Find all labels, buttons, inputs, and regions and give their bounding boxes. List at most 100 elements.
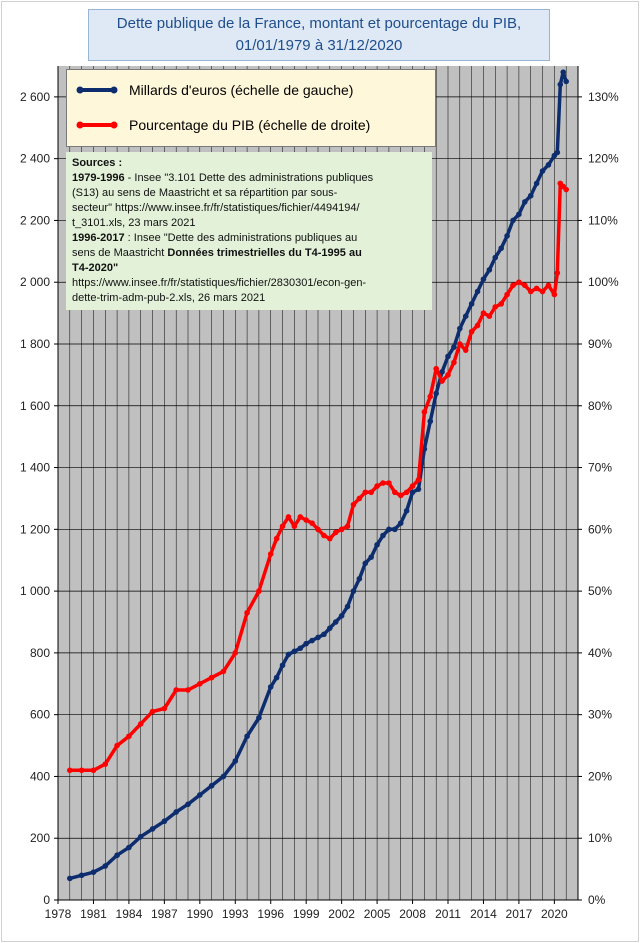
- x-tick-label: 2005: [364, 907, 391, 921]
- data-point-pct: [468, 328, 475, 335]
- data-point-debt: [356, 575, 363, 582]
- y-right-tick-label: 0%: [588, 893, 606, 907]
- data-point-pct: [185, 687, 191, 693]
- tick-labels: 0 200 400 600 800 1 000 1 200 1 400 1 600 1 800 2 …: [20, 90, 619, 921]
- data-point-pct: [498, 301, 504, 307]
- data-point-pct: [409, 483, 416, 489]
- data-point-debt: [232, 758, 239, 764]
- data-point-pct: [403, 489, 410, 496]
- data-point-pct: [350, 501, 357, 508]
- legend-entry-debt: Millards d'euros (échelle de gauche): [75, 80, 353, 100]
- data-point-pct: [256, 588, 262, 594]
- data-point-pct: [285, 514, 292, 520]
- data-point-debt: [67, 875, 73, 882]
- data-point-pct: [433, 365, 439, 372]
- data-point-debt: [344, 603, 351, 610]
- data-point-debt: [149, 826, 156, 832]
- data-point-pct: [397, 492, 404, 499]
- sources-line-2: (S13) au sens de Maastricht et sa répart…: [72, 187, 338, 199]
- data-point-debt: [244, 733, 250, 740]
- data-point-pct: [267, 551, 274, 557]
- data-point-pct: [149, 708, 156, 715]
- x-tick-label: 1990: [186, 907, 213, 921]
- sources-line-9: dette-trim-adm-pub-2.xls, 26 mars 2021: [72, 292, 266, 304]
- data-point-debt: [516, 211, 522, 218]
- data-point-debt: [78, 872, 85, 879]
- data-point-pct: [344, 523, 351, 530]
- data-point-debt: [415, 486, 422, 492]
- data-point-debt: [498, 245, 504, 252]
- y-left-tick-label: 1 800: [20, 337, 50, 351]
- data-point-debt: [563, 78, 569, 85]
- data-point-debt: [90, 869, 97, 875]
- sources-1979-text: - Insee "3.101 Dette des administrations…: [124, 172, 374, 184]
- y-right-tick-label: 130%: [588, 90, 619, 104]
- x-tick-label: 1984: [116, 907, 143, 921]
- data-point-debt: [126, 844, 132, 851]
- data-point-debt: [197, 792, 203, 798]
- data-point-pct: [327, 535, 333, 542]
- data-point-pct: [368, 489, 374, 496]
- y-right-tick-label: 30%: [588, 708, 612, 722]
- data-point-pct: [451, 359, 457, 366]
- data-point-debt: [439, 369, 445, 375]
- data-point-debt: [279, 662, 286, 669]
- data-point-pct: [480, 310, 487, 316]
- data-point-pct: [321, 532, 327, 539]
- data-point-pct: [533, 285, 540, 292]
- data-point-pct: [297, 514, 304, 520]
- data-point-pct: [208, 674, 215, 681]
- data-point-pct: [126, 733, 132, 740]
- data-point-debt: [468, 301, 475, 307]
- y-left-tick-label: 800: [30, 646, 50, 660]
- y-left-tick-label: 0: [43, 893, 50, 907]
- y-right-tick-label: 70%: [588, 461, 612, 475]
- data-point-debt: [554, 149, 561, 156]
- data-point-debt: [256, 714, 262, 721]
- data-point-debt: [374, 541, 380, 548]
- data-point-pct: [220, 668, 227, 675]
- y-left-tick-label: 2 000: [20, 275, 50, 289]
- data-point-debt: [480, 276, 487, 282]
- y-left-tick-label: 1 200: [20, 522, 50, 536]
- title-line-2: 01/01/1979 à 31/12/2020: [235, 37, 403, 54]
- data-point-pct: [427, 393, 434, 400]
- series-line-debt: [69, 70, 568, 881]
- data-point-debt: [386, 526, 392, 533]
- y-left-tick-label: 200: [30, 831, 50, 845]
- data-point-debt: [474, 288, 481, 295]
- data-point-pct: [78, 767, 85, 774]
- data-point-debt: [161, 818, 168, 825]
- y-right-tick-label: 20%: [588, 769, 612, 783]
- x-tick-label: 1993: [222, 907, 249, 921]
- data-point-debt: [427, 418, 434, 425]
- data-point-pct: [315, 526, 321, 533]
- y-left-tick-label: 1 000: [20, 584, 50, 598]
- data-point-debt: [368, 554, 374, 560]
- data-point-pct: [563, 186, 569, 193]
- data-point-pct: [291, 523, 298, 530]
- data-point-debt: [338, 613, 345, 619]
- data-point-pct: [244, 609, 250, 616]
- x-tick-label: 2020: [541, 907, 568, 921]
- data-point-pct: [522, 282, 528, 289]
- y-left-tick-label: 2 400: [20, 152, 50, 166]
- data-point-debt: [533, 180, 540, 187]
- data-point-debt: [445, 353, 451, 360]
- data-point-pct: [309, 520, 315, 526]
- y-right-tick-label: 120%: [588, 152, 619, 166]
- data-point-debt: [267, 684, 274, 690]
- sources-1996-text: : Insee "Dette des administrations publi…: [124, 232, 358, 244]
- legend-marker-pct: [76, 121, 118, 129]
- data-point-debt: [510, 217, 516, 224]
- sources-1979-bold: 1979-1996: [72, 172, 125, 184]
- data-point-pct: [90, 767, 97, 774]
- chart-title: Dette publique de la France, montant et …: [88, 9, 550, 61]
- sources-line-6-plain: sens de Maastricht: [72, 247, 168, 259]
- data-point-debt: [220, 773, 227, 780]
- data-point-pct: [504, 291, 510, 298]
- data-point-debt: [557, 81, 564, 88]
- sources-line-8: https://www.insee.fr/fr/statistiques/fic…: [72, 277, 367, 289]
- sources-line-3: secteur" https://www.insee.fr/fr/statist…: [72, 202, 360, 214]
- data-point-pct: [492, 304, 499, 310]
